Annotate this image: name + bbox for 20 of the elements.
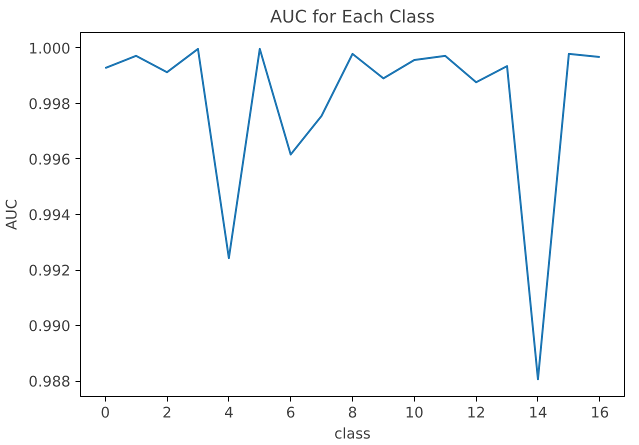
x-tick-label: 10 [404, 404, 424, 422]
x-tick-label: 12 [466, 404, 486, 422]
x-tick-label: 8 [348, 404, 358, 422]
y-tick-label: 0.992 [28, 262, 71, 280]
y-tick-label: 0.996 [28, 151, 71, 168]
x-tick-label: 2 [162, 404, 172, 422]
chart-title: AUC for Each Class [270, 8, 435, 28]
x-tick-label: 4 [224, 404, 234, 422]
y-tick-label: 0.988 [28, 374, 71, 391]
x-tick-label: 6 [286, 404, 296, 422]
line-series [104, 48, 601, 380]
y-tick-label: 0.990 [28, 318, 71, 336]
x-tick-label: 16 [590, 404, 610, 422]
y-axis-title: AUC [4, 198, 21, 230]
x-tick-label: 14 [528, 404, 548, 422]
x-tick-label: 0 [100, 404, 110, 422]
y-tick-label: 0.994 [28, 207, 71, 224]
y-tick-label: 1.000 [28, 40, 71, 58]
x-axis-title: class [334, 426, 371, 442]
y-tick-label: 0.998 [28, 96, 71, 113]
